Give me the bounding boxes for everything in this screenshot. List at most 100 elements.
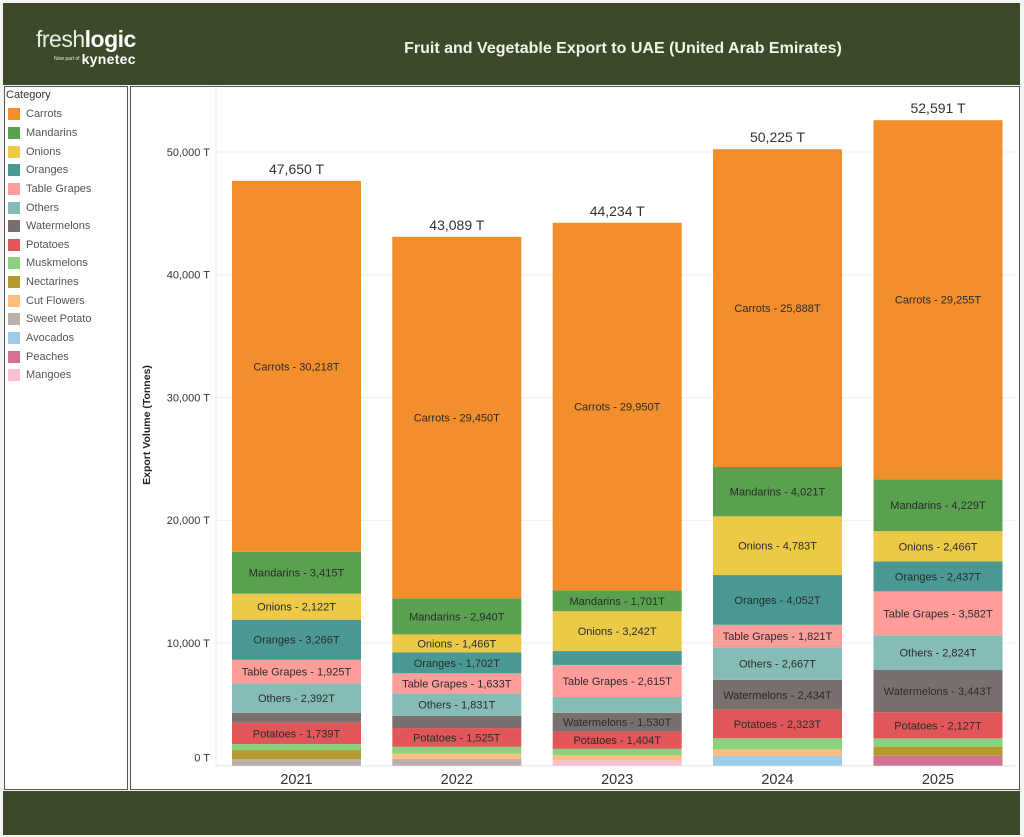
legend-label: Avocados	[26, 332, 75, 344]
segment-label: Oranges - 4,052T	[734, 595, 820, 607]
segment-label: Others - 1,831T	[418, 700, 495, 712]
legend-label: Potatoes	[26, 238, 70, 251]
bar-segment	[873, 591, 1003, 636]
legend-item[interactable]: Watermelons	[8, 217, 91, 236]
bar-segment	[873, 635, 1003, 670]
y-tick-label: 30,000 T	[167, 392, 211, 404]
legend-swatch	[8, 369, 20, 382]
bar-segment	[232, 551, 361, 594]
bar-segment	[392, 728, 522, 747]
y-axis-title: Export Volume (Tonnes)	[141, 365, 153, 485]
legend-item[interactable]: Table Grapes	[8, 180, 91, 199]
bar-segment	[552, 731, 682, 749]
chart-panel: 0 T 10,000 T 20,000 T 30,000 T 40,000 T 50,00…	[130, 86, 1020, 790]
legend-item[interactable]: Oranges	[8, 161, 91, 180]
bar-segment	[552, 664, 682, 698]
logo-fresh-text: fresh	[36, 26, 85, 52]
bar-segment	[873, 712, 1003, 739]
total-label: 47,650 T	[269, 161, 324, 177]
bar-segment	[873, 738, 1003, 747]
legend-item[interactable]: Peaches	[8, 347, 91, 366]
bar-segment	[552, 222, 682, 591]
segment-label: Table Grapes - 3,582T	[883, 608, 993, 620]
segment-label: Carrots - 30,218T	[253, 361, 339, 373]
segment-label: Onions - 2,466T	[899, 541, 978, 553]
segment-label: Watermelons - 2,434T	[723, 690, 832, 702]
segment-label: Potatoes - 2,127T	[894, 720, 982, 732]
bar-segment	[232, 712, 361, 723]
segment-label: Mandarins - 2,940T	[409, 611, 505, 623]
legend-swatch	[8, 145, 20, 158]
legend-swatch	[8, 182, 20, 195]
y-tick-label: 10,000 T	[167, 638, 211, 650]
segment-label: Watermelons - 1,530T	[563, 717, 672, 729]
bar-segment	[232, 722, 361, 745]
segment-label: Table Grapes - 2,615T	[562, 676, 672, 688]
legend-item[interactable]: Onions	[8, 142, 91, 161]
bar-segment	[873, 746, 1003, 756]
bar-segment	[552, 651, 682, 665]
bar-segment	[232, 180, 361, 552]
bar-segment	[873, 120, 1003, 480]
total-label: 50,225 T	[750, 129, 805, 145]
legend-item[interactable]: Cut Flowers	[8, 291, 91, 310]
legend-swatch	[8, 164, 20, 177]
legend-label: Carrots	[26, 108, 63, 121]
legend-item[interactable]: Avocados	[8, 329, 91, 348]
segment-label: Oranges - 3,266T	[253, 635, 339, 647]
x-tick-label: 2021	[280, 772, 312, 788]
bar-segment	[713, 624, 842, 648]
legend-list: Carrots Mandarins Onions Oranges Table Grape…	[8, 105, 91, 385]
bar-segment	[713, 466, 842, 517]
bar-segment	[232, 744, 361, 751]
x-tick-label: 2024	[761, 772, 793, 788]
bar-segment	[392, 753, 522, 759]
legend-label: Cut Flowers	[26, 294, 85, 307]
legend-swatch	[8, 276, 20, 289]
segment-label: Potatoes - 1,525T	[413, 732, 501, 744]
x-tick-label: 2025	[922, 772, 954, 788]
legend-item[interactable]: Potatoes	[8, 235, 91, 254]
bar-segment	[232, 683, 361, 713]
segment-label: Others - 2,824T	[899, 648, 976, 660]
y-tick-label: 50,000 T	[167, 147, 211, 159]
legend-item[interactable]: Nectarines	[8, 273, 91, 292]
bar-segment	[392, 758, 522, 766]
legend-label: Muskmelons	[26, 257, 88, 270]
bar-segment	[392, 236, 522, 599]
bar-segment	[713, 575, 842, 625]
logo-now-part-of-text: Now part of	[54, 55, 80, 62]
y-tick-label: 40,000 T	[167, 270, 211, 282]
bar-segment	[713, 709, 842, 739]
legend-swatch	[8, 108, 20, 121]
y-tick-label: 0 T	[194, 753, 210, 765]
bar-segment	[232, 750, 361, 760]
legend-label: Sweet Potato	[26, 313, 92, 326]
bar-segment	[552, 755, 682, 761]
legend-panel: Category Carrots Mandarins Onions Oranges Ta…	[4, 86, 128, 790]
bar-segment	[873, 479, 1003, 532]
segment-label: Carrots - 29,450T	[414, 413, 500, 425]
bar-segment	[232, 659, 361, 684]
legend-item[interactable]: Muskmelons	[8, 254, 91, 273]
bar-segment	[392, 652, 522, 674]
segment-label: Mandarins - 4,229T	[890, 500, 986, 512]
x-tick-label: 2023	[601, 772, 633, 788]
legend-label: Table Grapes	[26, 182, 92, 195]
legend-item[interactable]: Carrots	[8, 105, 91, 124]
bar-segment	[552, 611, 682, 652]
legend-title: Category	[6, 89, 51, 101]
legend-swatch	[8, 313, 20, 326]
legend-item[interactable]: Others	[8, 198, 91, 217]
legend-item[interactable]: Sweet Potato	[8, 310, 91, 329]
bar-segment	[392, 598, 522, 635]
legend-label: Onions	[26, 145, 61, 158]
segment-label: Carrots - 29,255T	[895, 295, 981, 307]
legend-item[interactable]: Mandarins	[8, 124, 91, 143]
legend-item[interactable]: Mangoes	[8, 366, 91, 385]
segment-label: Mandarins - 3,415T	[249, 568, 345, 580]
segment-label: Others - 2,392T	[258, 693, 335, 705]
bar-segment	[552, 590, 682, 612]
legend-swatch	[8, 257, 20, 270]
segment-label: Onions - 2,122T	[257, 602, 336, 614]
